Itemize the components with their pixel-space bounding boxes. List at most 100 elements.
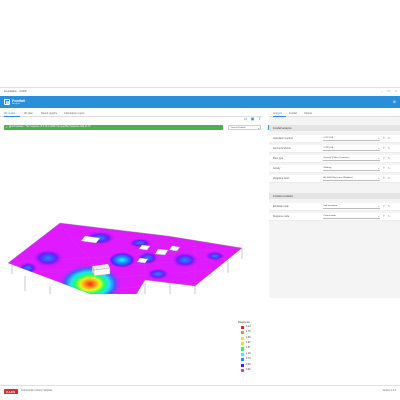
tab-label: Options [304,111,313,115]
floor-type-row: Floor type General (Office, Domestic) ▾ … [269,155,400,163]
edit-icon[interactable]: ✎ [388,215,391,219]
info-icon[interactable]: ? [383,157,385,161]
app-window: Foundation - CADS – ☐ ✕ Footfall Analysi… [0,87,400,398]
field-label: Forcing functions [273,147,291,150]
info-icon[interactable]: ? [383,147,385,151]
response-contours [18,231,225,294]
legend-item: 0.39 [241,363,261,367]
tab-label: Calculation report [64,111,85,115]
tab-label: Analysis [273,111,282,115]
legend-value: 0.00 [246,369,251,372]
save-icon[interactable]: ▣ [250,116,255,121]
legend-swatch [241,347,244,351]
tab-3d-model[interactable]: 3D model [4,109,20,117]
weighting-factor-select[interactable]: BS 6841 Wg (curve Whiteline) ▾ [323,176,380,182]
panel-tabs: Analysis Footfall Options [269,109,400,117]
edit-icon[interactable]: ✎ [388,147,391,151]
info-icon[interactable]: ? [383,215,385,219]
tab-label: Footfall [289,111,297,115]
legend-value: 1.18 [246,352,251,355]
forcing-functions-row: Forcing functions CCIP-016 ▾ ? ✎ [269,145,400,153]
tab-label: 3D plan [24,111,33,115]
calculation-method-select[interactable]: CCIP-016 ▾ [323,136,380,142]
forcing-functions-select[interactable]: CCIP-016 ▾ [323,146,380,152]
app-header: Footfall Analysis ⚙ [0,96,400,108]
legend-swatch [241,325,244,329]
chevron-down-icon: ▾ [378,206,380,209]
close-icon[interactable]: ✕ [9,127,11,129]
legend-item: 0.00 [241,368,261,373]
footfall-logo-icon [4,99,10,105]
legend-item: 1.57 [241,347,261,351]
field-value: Self excitation [323,205,338,208]
edit-icon[interactable]: ✎ [388,167,391,171]
tab-footfall[interactable]: Footfall [289,109,301,117]
excitation-node-select[interactable]: Self excitation ▾ [323,204,380,210]
status-footer: CADS Construction Industry Software Vers… [0,385,400,398]
check-icon: ✔ [5,125,8,129]
field-value: Walking [323,167,332,170]
info-icon[interactable]: ? [383,177,385,181]
core-wall [91,263,111,277]
footfall-excitation-header[interactable]: Footfall excitation [269,193,400,199]
export-icon[interactable]: ⇪ [257,116,262,121]
floor-type-select[interactable]: General (Office, Domestic) ▾ [323,156,380,162]
minimize-button[interactable]: – [381,90,383,93]
info-icon[interactable]: ? [383,205,385,209]
chevron-down-icon: ▾ [378,138,380,141]
tab-3d-plan[interactable]: 3D plan [24,109,38,117]
info-icon[interactable]: ? [383,167,385,171]
tab-analysis[interactable]: Analysis [273,109,286,117]
window-title: Foundation - CADS [4,90,27,93]
legend-item: 2.75 [241,331,261,335]
field-label: Calculation method [273,137,293,140]
tab-options[interactable]: Options [304,109,316,117]
response-node-select[interactable]: Critical node ▾ [323,214,380,220]
maximize-button[interactable]: ☐ [387,90,390,93]
field-value: CCIP-016 [323,147,334,150]
edit-icon[interactable]: ✎ [388,137,391,141]
field-label: Activity [273,167,281,170]
info-icon[interactable]: ? [383,137,385,141]
legend-swatch [241,336,244,340]
cads-logo: CADS [4,389,18,394]
legend-value: 0.79 [246,358,251,361]
title-bar: Foundation - CADS – ☐ ✕ [0,88,400,96]
legend-swatch [241,368,244,373]
gear-icon[interactable]: ⚙ [392,99,396,104]
activity-select[interactable]: Walking ▾ [323,166,380,172]
activity-row: Activity Walking ▾ ? ✎ [269,165,400,173]
chevron-down-icon: ▾ [378,168,380,171]
tab-calculation-report[interactable]: Calculation report [64,109,92,117]
folder-icon[interactable]: ▭ [243,116,248,121]
field-label: Weighting factor [273,177,290,180]
legend-value: 3.14 [246,325,251,328]
legend-swatch [241,358,244,362]
close-window-button[interactable]: ✕ [394,90,397,93]
legend-value: 2.75 [246,331,251,334]
tab-result-graphs[interactable]: Result graphs [41,109,61,117]
footfall-analysis-header[interactable]: Footfall analysis [269,125,400,131]
field-label: Response node [273,215,290,218]
excitation-node-row: Excitation node Self excitation ▾ ? ✎ [269,203,400,211]
edit-icon[interactable]: ✎ [388,205,391,209]
app-subtitle: Analysis [12,103,21,106]
response-legend: Response 3.14 2.75 2.36 1.97 1.57 1.18 0.79 0.3… [238,321,262,379]
legend-item: 0.79 [241,358,261,362]
3d-model-viewport[interactable] [0,132,262,294]
legend-swatch [241,331,244,335]
slab-openings [80,235,181,264]
field-value: Critical node [323,215,336,218]
legend-item: 1.18 [241,352,261,357]
chevron-down-icon: ▾ [378,158,380,161]
edit-icon[interactable]: ✎ [388,157,391,161]
legend-value: 1.57 [246,347,251,350]
legend-title: Response [238,321,250,324]
footer-text: Construction Industry Software [21,390,53,393]
chevron-down-icon: ▾ [257,128,259,130]
field-label: Excitation node [273,205,289,208]
tab-label: Result graphs [41,111,58,115]
field-value: CCIP-016 [323,137,334,140]
edit-icon[interactable]: ✎ [388,177,391,181]
analysis-type-select[interactable]: Vertical Footfall ▾ [228,125,261,130]
